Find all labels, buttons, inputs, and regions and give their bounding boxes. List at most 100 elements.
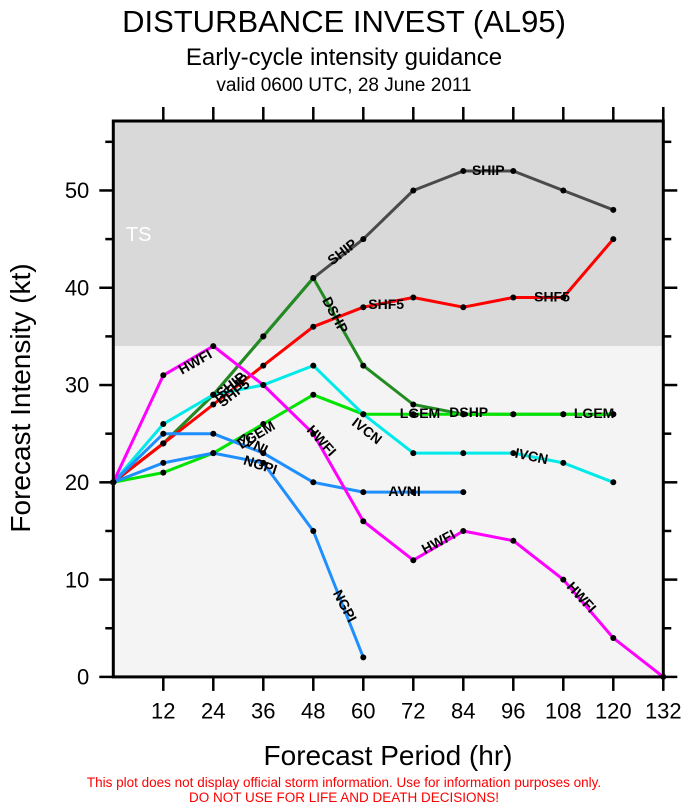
series-label-SHIP: SHIP — [472, 162, 505, 178]
axes-frame-and-ticks — [99, 107, 678, 691]
data-point — [310, 391, 317, 398]
data-point — [460, 304, 467, 311]
ts-band-label: TS — [126, 224, 152, 246]
data-point — [260, 333, 267, 340]
data-point — [610, 479, 617, 486]
y-tick-label: 10 — [65, 567, 89, 592]
data-point — [360, 236, 367, 243]
data-point — [360, 654, 367, 661]
series-label-LGEM: LGEM — [574, 405, 614, 421]
data-point — [460, 489, 467, 496]
data-point — [260, 421, 267, 427]
x-tick-label: 120 — [595, 699, 632, 724]
data-point — [260, 362, 267, 369]
x-tick-label: 72 — [401, 699, 425, 724]
data-point — [410, 557, 417, 564]
data-point — [160, 440, 167, 447]
data-point — [460, 168, 467, 174]
data-point — [610, 411, 617, 418]
data-point — [610, 206, 617, 213]
data-point — [360, 489, 367, 496]
x-tick-label: 36 — [251, 699, 275, 724]
data-point — [160, 430, 167, 437]
data-point — [310, 323, 317, 330]
data-point — [460, 411, 467, 418]
x-tick-label: 84 — [451, 699, 475, 724]
data-point — [510, 450, 517, 457]
data-point — [560, 187, 567, 194]
y-tick-label: 50 — [65, 178, 89, 203]
tick-labels: 12 24 36 48 60 72 84 96 108 120 132 0 10 20 30 40 50 — [65, 178, 682, 724]
data-point — [310, 528, 317, 534]
data-point — [560, 411, 567, 418]
data-point — [160, 469, 167, 476]
data-point — [160, 421, 167, 427]
data-point — [560, 459, 567, 466]
series-label-AVNI: AVNI — [388, 483, 420, 499]
disclaimer-line-1: This plot does not display official stor… — [86, 775, 602, 790]
disclaimer-line-2: DO NOT USE FOR LIFE AND DEATH DECISIONS! — [188, 790, 500, 805]
series-label-IVCN: IVCN — [514, 445, 550, 468]
data-point — [410, 401, 417, 408]
data-point — [210, 450, 217, 457]
x-tick-label: 108 — [545, 699, 582, 724]
data-point — [510, 537, 517, 544]
x-axis-title: Forecast Period (hr) — [264, 740, 513, 771]
data-point — [210, 343, 217, 350]
data-point — [510, 168, 517, 174]
page-subtitle: Early-cycle intensity guidance — [185, 44, 503, 71]
data-point — [260, 459, 267, 466]
data-point — [510, 294, 517, 301]
data-point — [160, 459, 167, 466]
data-point — [310, 362, 317, 369]
data-point — [360, 362, 367, 369]
data-point — [410, 450, 417, 457]
data-point — [260, 382, 267, 388]
plot-frame — [111, 119, 665, 679]
x-tick-label: 48 — [301, 699, 325, 724]
data-point — [210, 391, 217, 398]
data-point — [160, 372, 167, 379]
series-label-DSHP: DSHP — [449, 404, 488, 420]
data-point — [410, 489, 417, 496]
data-point — [360, 518, 367, 525]
x-tick-label: 24 — [201, 699, 225, 724]
data-point — [310, 275, 317, 281]
x-tick-label: 60 — [351, 699, 375, 724]
ts-band — [113, 121, 664, 347]
series-label-SHF5: SHF5 — [534, 288, 570, 304]
y-tick-label: 20 — [65, 470, 89, 495]
data-point — [560, 294, 567, 301]
y-tick-label: 0 — [77, 665, 89, 690]
data-point — [460, 450, 467, 457]
data-point — [410, 187, 417, 194]
series-line-NGPI — [111, 451, 365, 659]
data-point — [610, 635, 617, 641]
x-tick-label: 132 — [645, 699, 682, 724]
x-tick-label: 12 — [151, 699, 175, 724]
below-ts-band — [113, 346, 664, 677]
data-point — [410, 411, 417, 418]
series-label-LGEM: LGEM — [400, 405, 440, 421]
data-point — [260, 450, 267, 457]
data-point — [560, 576, 567, 583]
page-title: DISTURBANCE INVEST (AL95) — [122, 4, 566, 39]
data-point — [210, 430, 217, 437]
data-point — [360, 304, 367, 311]
data-point — [310, 479, 317, 486]
data-point — [210, 401, 217, 408]
data-point — [310, 430, 317, 437]
y-tick-label: 30 — [65, 373, 89, 398]
series-points-AVNI — [110, 430, 467, 496]
data-point — [410, 294, 417, 301]
data-point — [460, 528, 467, 534]
series-label-SHF5: SHF5 — [368, 296, 404, 312]
ts-shading-bands: TS — [113, 121, 664, 677]
data-point — [510, 411, 517, 418]
y-axis-title: Forecast Intensity (kt) — [5, 263, 36, 532]
data-point — [610, 236, 617, 243]
y-tick-label: 40 — [65, 275, 89, 300]
valid-time-line: valid 0600 UTC, 28 June 2011 — [216, 75, 472, 96]
series-line-HWFI — [111, 344, 665, 679]
